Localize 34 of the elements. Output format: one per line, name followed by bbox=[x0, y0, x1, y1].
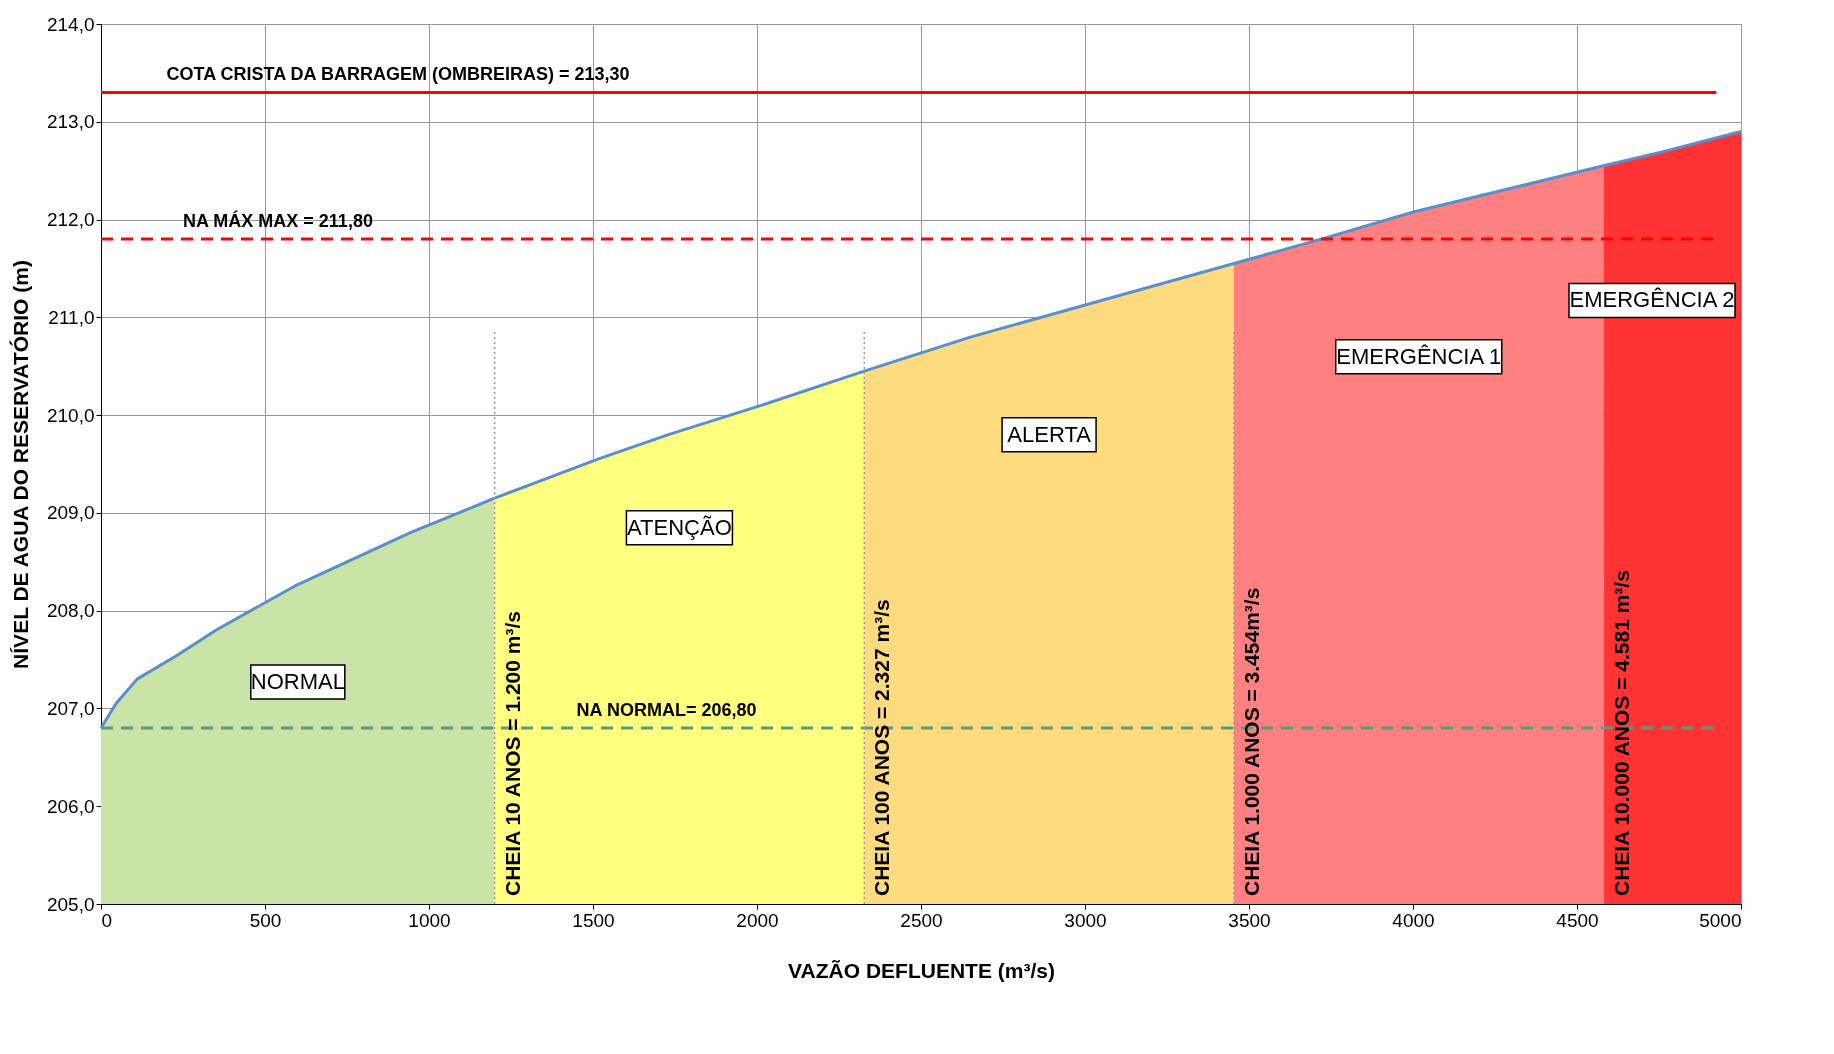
x-axis-title: VAZÃO DEFLUENTE (m³/s) bbox=[788, 958, 1055, 982]
y-tick-label: 206,0 bbox=[46, 795, 95, 817]
ref-line-label: CHEIA 10 ANOS = 1.200 m³/s bbox=[500, 611, 524, 896]
y-tick-label: 210,0 bbox=[46, 404, 95, 426]
y-tick-label: 212,0 bbox=[46, 209, 95, 231]
ref-line-label: CHEIA 1.000 ANOS = 3.454m³/s bbox=[1239, 587, 1263, 896]
x-tick-label: 2000 bbox=[736, 909, 779, 931]
x-tick-label: 3000 bbox=[1064, 909, 1107, 931]
ref-line-label: CHEIA 10.000 ANOS = 4.581 m³/s bbox=[1609, 570, 1633, 896]
y-tick-label: 207,0 bbox=[46, 697, 95, 719]
y-tick-label: 209,0 bbox=[46, 502, 95, 524]
x-tick-label: 5000 bbox=[1699, 909, 1742, 931]
series-label: ATENÇÃO bbox=[627, 514, 732, 540]
series-label: EMERGÊNCIA 1 bbox=[1336, 343, 1502, 369]
x-tick-label: 4000 bbox=[1392, 909, 1435, 931]
y-tick-label: 214,0 bbox=[46, 13, 95, 35]
y-tick-label: 205,0 bbox=[46, 893, 95, 915]
ref-line-label: COTA CRISTA DA BARRAGEM (OMBREIRAS) = 213,30 bbox=[166, 64, 630, 85]
x-tick-label: 500 bbox=[249, 909, 282, 931]
ref-line-label: NA MÁX MAX = 211,80 bbox=[183, 210, 373, 232]
ref-line-label: NA NORMAL= 206,80 bbox=[576, 700, 757, 720]
series-label: EMERGÊNCIA 2 bbox=[1569, 287, 1735, 313]
y-tick-label: 213,0 bbox=[46, 111, 95, 133]
x-tick-label: 4500 bbox=[1556, 909, 1599, 931]
x-tick-label: 1000 bbox=[408, 909, 451, 931]
series-label: ALERTA bbox=[1007, 421, 1092, 447]
x-tick-label: 0 bbox=[101, 909, 113, 931]
ref-line-label: CHEIA 100 ANOS = 2.327 m³/s bbox=[870, 599, 894, 896]
x-tick-label: 3500 bbox=[1228, 909, 1271, 931]
y-tick-label: 211,0 bbox=[48, 306, 95, 328]
y-tick-label: 208,0 bbox=[46, 600, 95, 622]
x-tick-label: 1500 bbox=[572, 909, 615, 931]
x-tick-label: 2500 bbox=[900, 909, 943, 931]
y-axis-title: NÍVEL DE AGUA DO RESERVATÓRIO (m) bbox=[8, 260, 32, 669]
